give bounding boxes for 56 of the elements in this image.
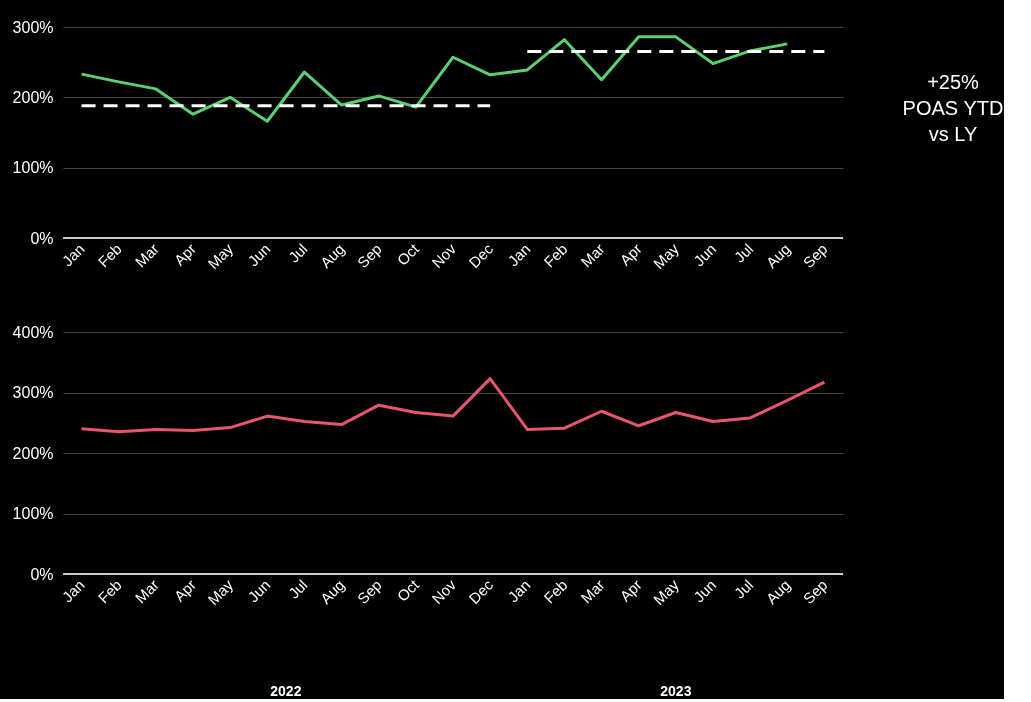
x-tick-label: Oct bbox=[393, 575, 423, 605]
y-tick-label: 100% bbox=[12, 159, 54, 177]
x-tick-label: Apr bbox=[170, 240, 200, 269]
line-series bbox=[80, 35, 789, 123]
y-tick-label: 200% bbox=[12, 444, 54, 462]
x-tick-label: Sep bbox=[799, 576, 831, 608]
x-tick-label: Jun bbox=[690, 240, 720, 270]
y-tick-label: 100% bbox=[12, 505, 54, 522]
x-tick-label: Jun bbox=[244, 576, 274, 606]
x-tick-label: Aug bbox=[762, 240, 794, 272]
x-tick-label: Feb bbox=[540, 240, 571, 271]
x-tick-label: Jan bbox=[58, 576, 88, 606]
x-tick-label: Aug bbox=[316, 240, 348, 272]
x-tick-label: Feb bbox=[94, 576, 125, 607]
x-tick-label: Jul bbox=[285, 576, 311, 602]
y-tick-label: 200% bbox=[12, 88, 54, 106]
x-tick-label: Jul bbox=[285, 240, 311, 266]
x-tick-label: May bbox=[649, 575, 683, 609]
x-tick-label: Nov bbox=[428, 239, 460, 272]
x-tick-label: Sep bbox=[799, 240, 831, 272]
x-tick-label: Jan bbox=[504, 576, 534, 606]
x-tick-label: Jul bbox=[730, 576, 757, 602]
x-tick-label: Nov bbox=[428, 575, 460, 608]
x-tick-label: Dec bbox=[465, 239, 497, 272]
x-tick-label: Apr bbox=[616, 240, 645, 269]
y-tick-label: 400% bbox=[12, 323, 54, 341]
x-tick-label: Sep bbox=[353, 576, 385, 608]
text: 2022 bbox=[270, 683, 302, 699]
x-tick-label: Jan bbox=[504, 240, 534, 270]
x-tick-label: Aug bbox=[762, 576, 794, 608]
x-tick-label: May bbox=[204, 239, 237, 273]
x-tick-label: Mar bbox=[577, 240, 608, 271]
x-tick-label: Mar bbox=[577, 576, 608, 607]
line-series bbox=[80, 377, 826, 434]
x-tick-label: Feb bbox=[540, 576, 571, 607]
y-tick-label: 0% bbox=[30, 565, 54, 583]
x-tick-label: May bbox=[204, 575, 237, 609]
x-tick-label: Sep bbox=[353, 240, 385, 272]
x-tick-label: Mar bbox=[131, 576, 163, 607]
y-tick-label: 300% bbox=[12, 384, 54, 401]
x-tick-label: Jun bbox=[690, 576, 720, 606]
y-tick-label: 0% bbox=[30, 229, 54, 247]
x-tick-label: Aug bbox=[316, 576, 348, 608]
text: 2023 bbox=[660, 683, 692, 699]
x-tick-label: Jul bbox=[730, 240, 757, 266]
text: +25% POAS YTD vs LY bbox=[902, 71, 1004, 145]
x-tick-label: Jan bbox=[58, 240, 88, 270]
x-tick-label: Oct bbox=[393, 239, 423, 269]
y-tick-label: 300% bbox=[12, 18, 54, 36]
x-tick-label: Feb bbox=[94, 240, 125, 271]
x-tick-label: Mar bbox=[131, 240, 163, 271]
x-tick-label: May bbox=[649, 239, 683, 273]
x-tick-label: Dec bbox=[465, 575, 497, 608]
x-tick-label: Jun bbox=[244, 240, 274, 270]
x-tick-label: Apr bbox=[170, 576, 200, 605]
x-tick-label: Apr bbox=[616, 576, 645, 605]
